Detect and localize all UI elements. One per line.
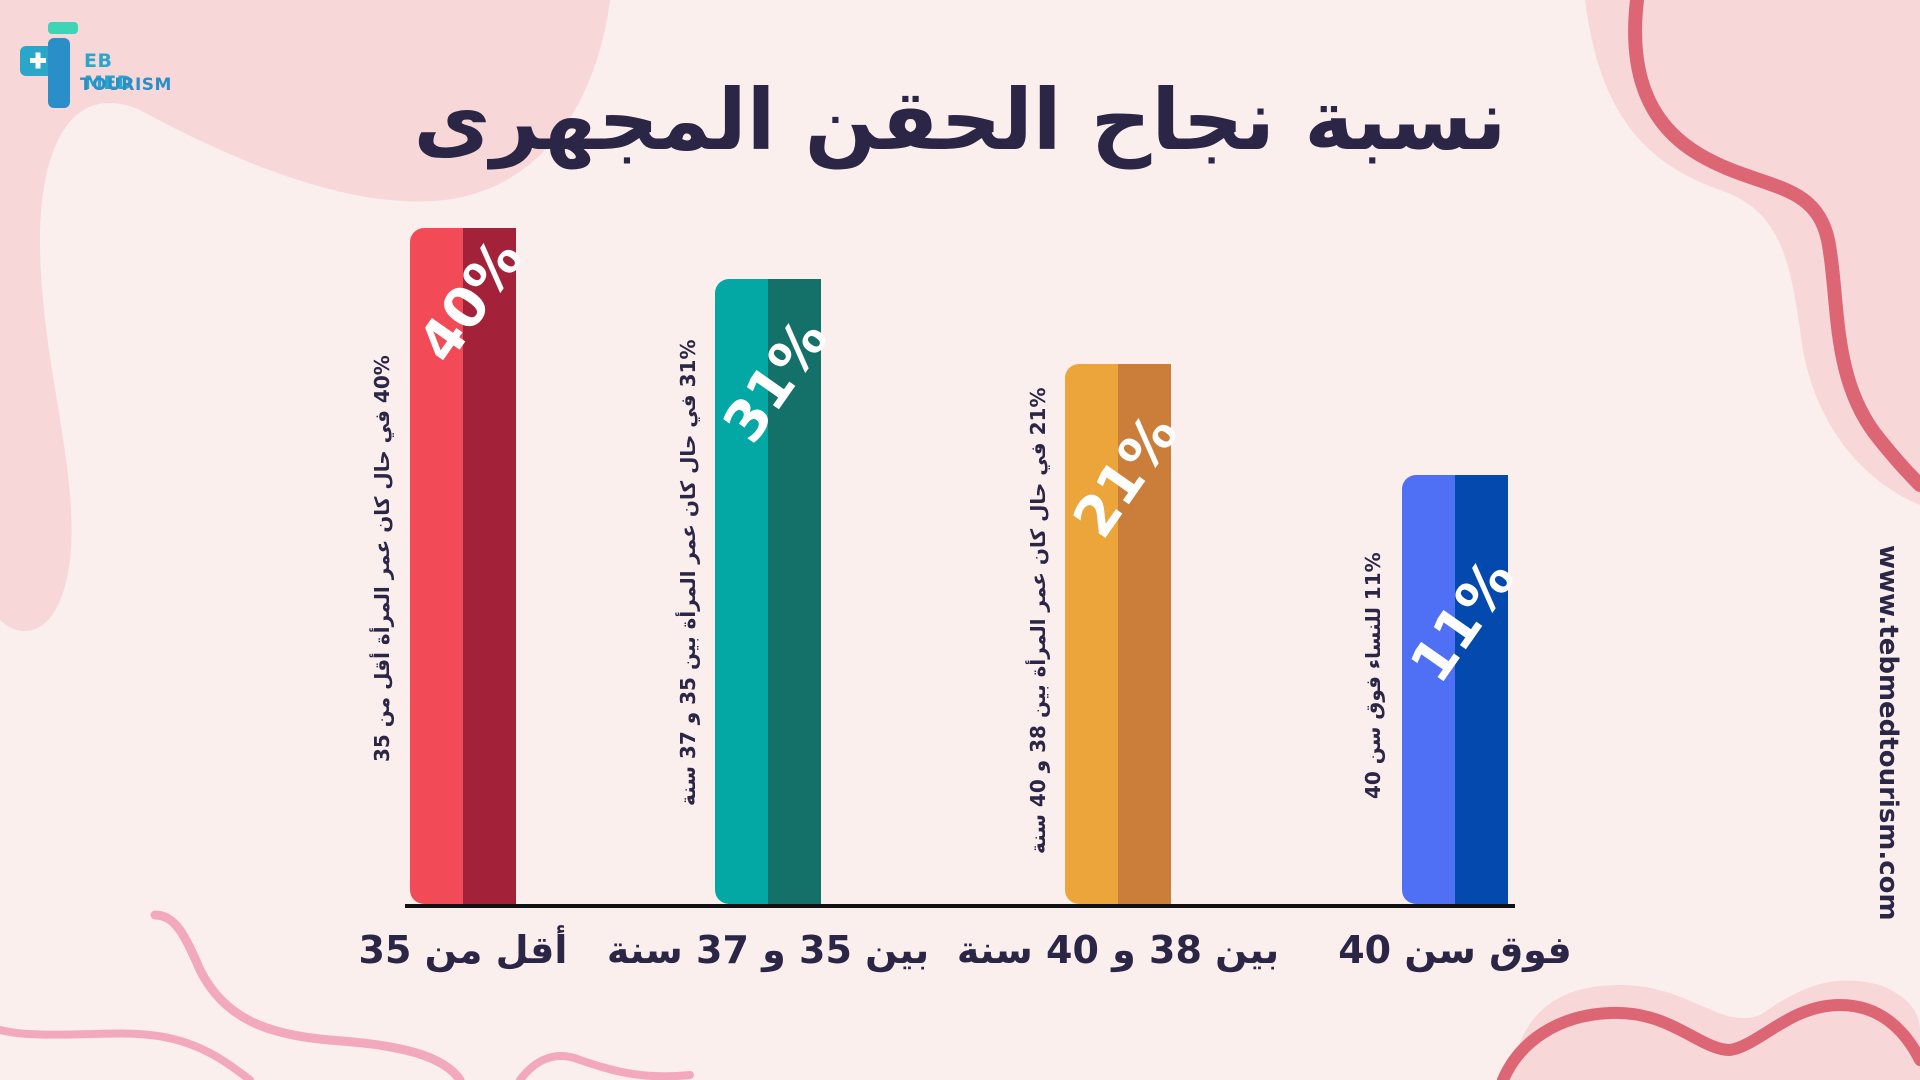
bar-light-half: [1065, 364, 1118, 904]
x-tick-label: بين 35 و 37 سنة: [606, 928, 930, 972]
top-left-blob: [0, 0, 610, 632]
bar-35-to-37: [715, 279, 821, 904]
x-tick-label: أقل من 35: [358, 928, 568, 972]
bottom-left-squiggle-3: [516, 1052, 694, 1080]
brand-logo: EB MED TOURISM: [18, 22, 171, 110]
logo-text-line1: EB MED: [84, 50, 134, 94]
bar-dark-half: [1118, 364, 1171, 904]
bar-under-35: [410, 228, 516, 904]
top-right-curve: [1628, 0, 1920, 492]
bar-38-to-40: [1065, 364, 1171, 904]
bar-light-half: [1402, 475, 1455, 904]
logo-text-line2: TOURISM: [80, 75, 172, 95]
bar-light-half: [715, 279, 768, 904]
bar-annotation: 11% للنساء فوق سن 40: [1361, 552, 1385, 799]
bar-annotation: 40% في حال كان عمر المرأة أقل من 35: [370, 355, 394, 762]
chart-title: نسبة نجاح الحقن المجهرى: [413, 71, 1507, 169]
bar-over-40: [1402, 475, 1508, 904]
medical-cross-icon: [20, 22, 78, 108]
x-axis-line: [405, 904, 1515, 908]
website-url: www.tebmedtourism.com: [1873, 545, 1903, 921]
bar-dark-half: [1455, 475, 1508, 904]
bar-annotation: 31% في حال كان عمر المرأة بين 35 و 37 سن…: [676, 340, 700, 807]
bottom-left-squiggle: [150, 910, 465, 1080]
x-tick-label: بين 38 و 40 سنة: [956, 928, 1280, 972]
bar-dark-half: [768, 279, 821, 904]
bottom-right-curve: [1497, 998, 1920, 1080]
bar-annotation: 21% في حال كان عمر المرأة بين 38 و 40 سن…: [1026, 388, 1050, 855]
bottom-left-squiggle-2: [0, 1026, 254, 1080]
bar-light-half: [410, 228, 463, 904]
x-tick-label: فوق سن 40: [1338, 928, 1572, 972]
bar-dark-half: [463, 228, 516, 904]
